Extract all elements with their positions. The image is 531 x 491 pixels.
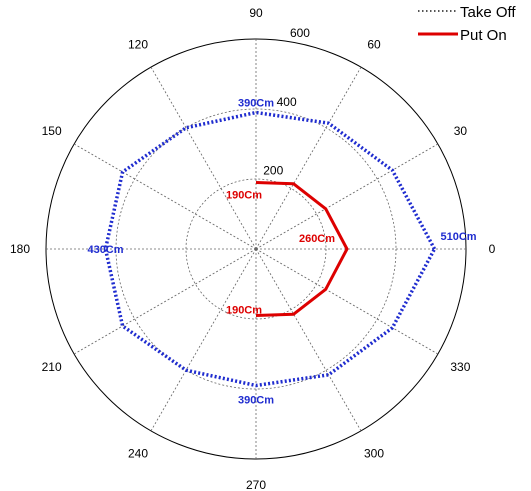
legend-put-on-label: Put On xyxy=(460,27,507,44)
data-label-put-on-90: 190Cm xyxy=(226,190,262,202)
data-label-take-off-180: 430Cm xyxy=(87,244,123,256)
data-label-take-off-270: 390Cm xyxy=(238,395,274,407)
data-label-take-off-90: 390Cm xyxy=(238,98,274,110)
series-put-on xyxy=(255,181,349,317)
angle-label-90: 90 xyxy=(249,6,263,20)
angle-label-60: 60 xyxy=(367,38,381,52)
labels-layer: 510Cm 390Cm 430Cm 390Cm 260Cm 190Cm 190Cm xyxy=(87,98,476,407)
spoke-240 xyxy=(150,248,257,432)
spoke-120 xyxy=(150,66,257,250)
legend: Take Off Put On xyxy=(418,4,516,44)
angle-label-120: 120 xyxy=(128,38,148,52)
series-layer xyxy=(103,110,437,388)
data-label-put-on-0: 260Cm xyxy=(299,233,335,245)
spoke-60 xyxy=(255,66,362,250)
angle-label-300: 300 xyxy=(364,446,384,460)
radius-label-400: 400 xyxy=(277,95,297,109)
spoke-150 xyxy=(73,143,257,250)
data-label-take-off-0: 510Cm xyxy=(441,231,477,243)
polar-grid: 0 30 60 90 120 150 180 210 240 270 300 330 200 400 600 xyxy=(10,6,496,491)
radius-label-200: 200 xyxy=(263,163,283,177)
spoke-330 xyxy=(255,248,439,355)
angle-label-180: 180 xyxy=(10,242,30,256)
angle-label-30: 30 xyxy=(454,124,468,138)
radius-label-600: 600 xyxy=(290,26,310,40)
angle-label-330: 330 xyxy=(450,360,470,374)
spoke-300 xyxy=(255,248,362,432)
angle-label-0: 0 xyxy=(489,242,496,256)
data-label-put-on-270: 190Cm xyxy=(226,305,262,317)
spoke-30 xyxy=(255,143,439,250)
legend-take-off-label: Take Off xyxy=(460,4,516,21)
spoke-210 xyxy=(73,248,257,355)
angle-label-270: 270 xyxy=(246,478,266,491)
angle-label-150: 150 xyxy=(42,124,62,138)
series-take-off xyxy=(103,110,437,388)
angle-label-210: 210 xyxy=(42,360,62,374)
angle-label-240: 240 xyxy=(128,446,148,460)
